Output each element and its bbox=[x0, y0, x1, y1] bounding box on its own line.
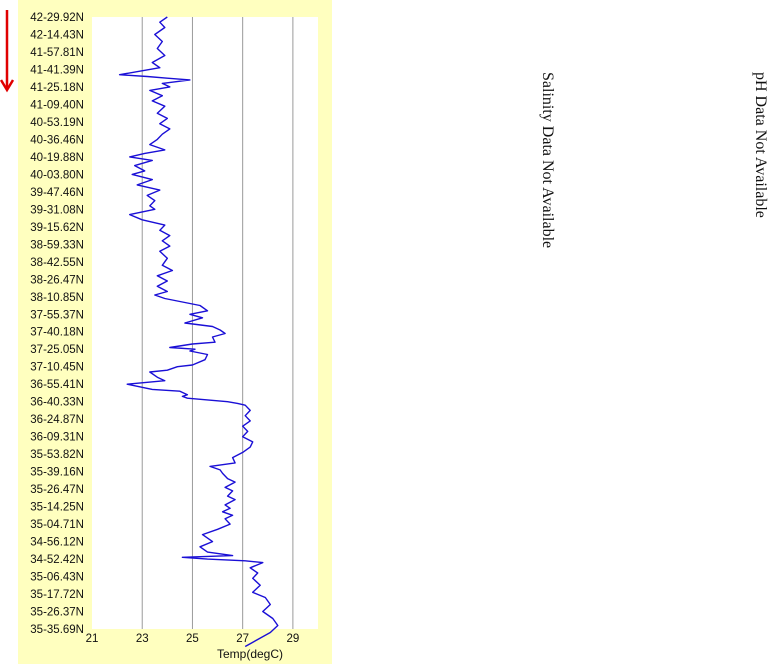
latitude-tick-label: 40-53.19N bbox=[30, 117, 84, 129]
temperature-tick-labels: 21 23 25 27 29 bbox=[86, 633, 300, 645]
grid-lines bbox=[141, 17, 294, 629]
latitude-tick-label: 35-39.16N bbox=[30, 467, 84, 479]
latitude-tick-label: 36-24.87N bbox=[30, 414, 84, 426]
temperature-series-line bbox=[118, 16, 279, 648]
latitude-tick-label: 35-26.37N bbox=[30, 607, 84, 619]
latitude-tick-label: 35-35.69N bbox=[30, 624, 84, 636]
temperature-tick-label: 25 bbox=[186, 633, 199, 645]
latitude-tick-label: 40-36.46N bbox=[30, 134, 84, 146]
latitude-tick-label: 37-40.18N bbox=[30, 327, 84, 339]
latitude-tick-label: 41-41.39N bbox=[30, 64, 84, 76]
temperature-tick-label: 21 bbox=[86, 633, 99, 645]
latitude-tick-label: 38-42.55N bbox=[30, 257, 84, 269]
latitude-tick-label: 37-10.45N bbox=[30, 362, 84, 374]
latitude-tick-label: 35-53.82N bbox=[30, 449, 84, 461]
latitude-tick-label: 36-40.33N bbox=[30, 397, 84, 409]
temperature-tick-label: 27 bbox=[236, 633, 249, 645]
temperature-chart: 42-29.92N 42-14.43N 41-57.81N 41-41.39N 41-2… bbox=[30, 12, 318, 661]
latitude-tick-label: 38-26.47N bbox=[30, 274, 84, 286]
latitude-tick-label: 35-04.71N bbox=[30, 519, 84, 531]
latitude-tick-label: 39-15.62N bbox=[30, 222, 84, 234]
latitude-tick-label: 42-29.92N bbox=[30, 12, 84, 24]
latitude-tick-label: 35-14.25N bbox=[30, 502, 84, 514]
latitude-tick-label: 39-31.08N bbox=[30, 204, 84, 216]
red-down-arrow-icon bbox=[0, 10, 15, 93]
latitude-tick-label: 41-57.81N bbox=[30, 47, 84, 59]
latitude-tick-label: 37-25.05N bbox=[30, 344, 84, 356]
x-axis-label: Temp(degC) bbox=[217, 647, 283, 661]
latitude-tick-label: 34-52.42N bbox=[30, 554, 84, 566]
latitude-tick-label: 39-47.46N bbox=[30, 187, 84, 199]
latitude-tick-label: 35-06.43N bbox=[30, 572, 84, 584]
temperature-tick-label: 23 bbox=[136, 633, 149, 645]
latitude-tick-label: 40-19.88N bbox=[30, 152, 84, 164]
latitude-tick-label: 41-09.40N bbox=[30, 99, 84, 111]
latitude-tick-label: 35-26.47N bbox=[30, 484, 84, 496]
plot-area bbox=[92, 17, 318, 629]
temperature-tick-label: 29 bbox=[286, 633, 299, 645]
salinity-unavailable-note: Salinity Data Not Available bbox=[539, 72, 556, 249]
latitude-tick-label: 42-14.43N bbox=[30, 29, 84, 41]
latitude-tick-label: 36-55.41N bbox=[30, 379, 84, 391]
latitude-tick-label: 41-25.18N bbox=[30, 82, 84, 94]
latitude-tick-label: 38-10.85N bbox=[30, 292, 84, 304]
latitude-tick-label: 36-09.31N bbox=[30, 432, 84, 444]
latitude-tick-label: 40-03.80N bbox=[30, 169, 84, 181]
latitude-tick-label: 38-59.33N bbox=[30, 239, 84, 251]
latitude-tick-label: 34-56.12N bbox=[30, 537, 84, 549]
latitude-tick-label: 35-17.72N bbox=[30, 589, 84, 601]
latitude-tick-label: 37-55.37N bbox=[30, 309, 84, 321]
latitude-tick-labels: 42-29.92N 42-14.43N 41-57.81N 41-41.39N 41-2… bbox=[30, 12, 84, 636]
ph-unavailable-note: pH Data Not Available bbox=[752, 72, 769, 218]
